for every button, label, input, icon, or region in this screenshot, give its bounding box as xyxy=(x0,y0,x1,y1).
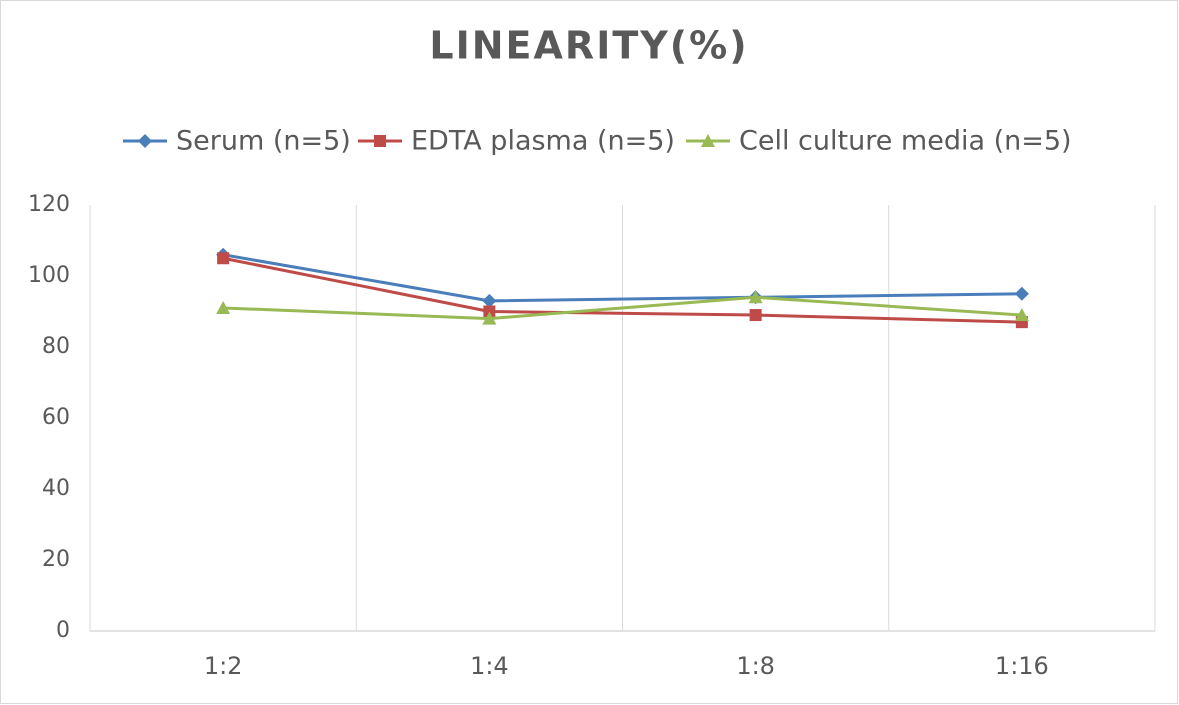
y-tick-label: 100 xyxy=(28,263,70,288)
legend-label: EDTA plasma (n=5) xyxy=(411,126,675,157)
marker xyxy=(1014,308,1029,322)
y-tick-label: 120 xyxy=(28,192,70,217)
marker xyxy=(482,311,497,325)
marker xyxy=(1014,286,1029,301)
x-tick-label: 1:4 xyxy=(470,652,509,680)
marker xyxy=(483,305,496,318)
series-line xyxy=(222,253,1022,303)
y-tick-label: 20 xyxy=(42,547,70,572)
series-line xyxy=(223,295,1022,321)
marker xyxy=(138,134,152,148)
chart-title: LINEARITY(%) xyxy=(429,24,748,68)
x-tick-label: 1:2 xyxy=(204,652,243,680)
marker xyxy=(749,309,762,322)
marker xyxy=(482,293,497,308)
y-tick-label: 0 xyxy=(56,618,70,643)
x-tick-label: 1:16 xyxy=(995,652,1049,680)
y-tick-label: 60 xyxy=(42,405,70,430)
marker xyxy=(216,300,231,314)
legend-label: Serum (n=5) xyxy=(176,126,351,157)
y-tick-label: 40 xyxy=(42,476,70,501)
marker xyxy=(374,135,386,147)
y-tick-label: 80 xyxy=(42,334,70,359)
x-tick-label: 1:8 xyxy=(736,652,775,680)
legend-label: Cell culture media (n=5) xyxy=(739,126,1072,157)
marker xyxy=(701,134,715,147)
series-line xyxy=(222,256,1022,324)
marker xyxy=(217,252,230,265)
marker xyxy=(748,290,763,304)
